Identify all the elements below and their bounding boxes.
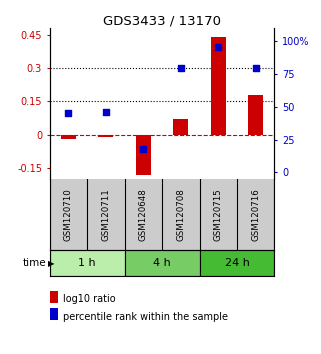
Title: GDS3433 / 13170: GDS3433 / 13170 [103, 14, 221, 27]
Bar [211, 37, 226, 135]
Text: GSM120711: GSM120711 [101, 188, 110, 241]
Text: GSM120715: GSM120715 [214, 188, 223, 241]
Bar [125, 250, 200, 276]
Text: time: time [23, 258, 47, 268]
Bar [136, 135, 151, 175]
Text: percentile rank within the sample: percentile rank within the sample [63, 312, 228, 322]
Point [66, 111, 71, 116]
Bar [173, 119, 188, 135]
Text: 1 h: 1 h [78, 258, 96, 268]
Text: 24 h: 24 h [225, 258, 249, 268]
Point [253, 65, 258, 70]
Text: 4 h: 4 h [153, 258, 171, 268]
Bar [248, 95, 263, 135]
Point [141, 146, 146, 152]
Bar [99, 135, 113, 137]
Text: ▶: ▶ [48, 259, 55, 268]
Point [103, 109, 108, 115]
Text: GSM120710: GSM120710 [64, 188, 73, 241]
Text: GSM120716: GSM120716 [251, 188, 260, 241]
Point [216, 44, 221, 50]
Text: GSM120708: GSM120708 [176, 188, 185, 241]
Bar [61, 135, 76, 139]
Point [178, 65, 183, 70]
Text: log10 ratio: log10 ratio [63, 294, 115, 304]
Bar [200, 250, 274, 276]
Text: GSM120648: GSM120648 [139, 188, 148, 241]
Bar [50, 250, 125, 276]
